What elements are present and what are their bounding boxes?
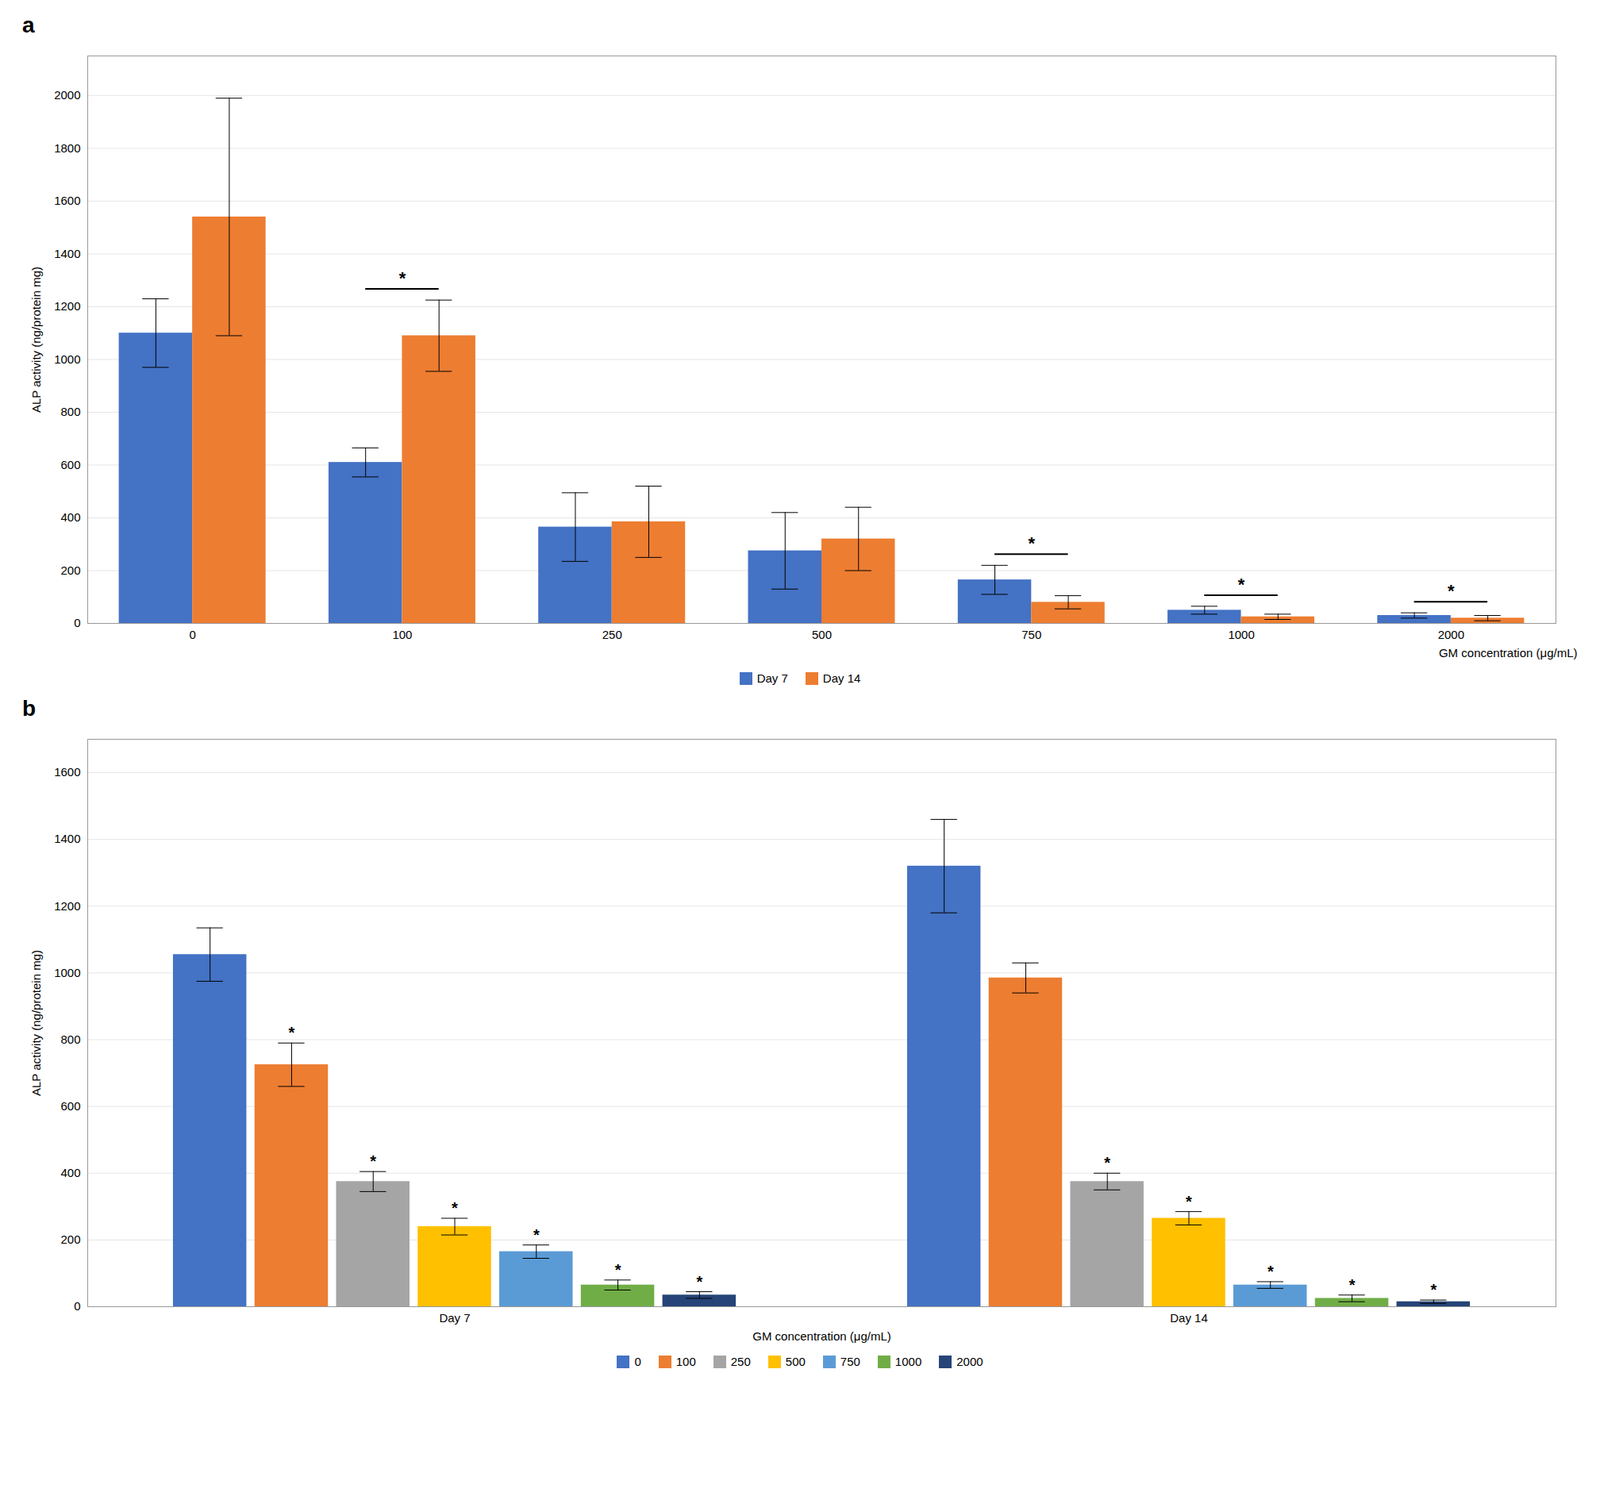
svg-text:200: 200 — [60, 1232, 81, 1247]
svg-text:400: 400 — [60, 510, 81, 524]
svg-text:0: 0 — [188, 627, 196, 642]
svg-text:Day 7: Day 7 — [438, 1311, 470, 1325]
svg-text:*: * — [696, 1273, 703, 1291]
html-text:Day 7: Day 7 — [756, 671, 788, 685]
svg-text:2000: 2000 — [1438, 627, 1465, 642]
html-text:b: b — [22, 696, 36, 721]
svg-text:1600: 1600 — [53, 765, 81, 779]
svg-text:*: * — [288, 1023, 296, 1042]
svg-text:500: 500 — [811, 627, 832, 642]
svg-text:*: * — [1238, 574, 1246, 595]
svg-text:0: 0 — [73, 615, 81, 630]
html-text:0: 0 — [634, 1354, 642, 1369]
svg-text:*: * — [451, 1199, 458, 1217]
svg-text:1800: 1800 — [53, 141, 81, 155]
html-text:1000: 1000 — [895, 1354, 922, 1369]
svg-text:200: 200 — [60, 563, 81, 577]
svg-text:*: * — [1447, 580, 1455, 601]
svg-text:400: 400 — [60, 1165, 81, 1180]
html-text:2000: 2000 — [956, 1354, 984, 1369]
svg-text:1400: 1400 — [53, 831, 81, 846]
svg-text:*: * — [399, 268, 407, 289]
svg-text:GM concentration (μg/mL): GM concentration (μg/mL) — [752, 1329, 892, 1343]
html-text:Day 14: Day 14 — [822, 671, 861, 685]
svg-text:800: 800 — [60, 404, 81, 419]
svg-text:750: 750 — [1021, 627, 1042, 642]
svg-text:2000: 2000 — [53, 88, 81, 102]
svg-text:1000: 1000 — [1227, 627, 1254, 642]
svg-text:GM concentration (μg/mL): GM concentration (μg/mL) — [1438, 646, 1578, 660]
html-text:100: 100 — [675, 1354, 696, 1369]
svg-text:*: * — [1430, 1280, 1437, 1299]
svg-text:1600: 1600 — [53, 193, 81, 208]
svg-text:ALP activity (ng/protein mg): ALP activity (ng/protein mg) — [29, 266, 43, 413]
svg-text:*: * — [369, 1152, 377, 1170]
svg-text:*: * — [615, 1261, 622, 1279]
html-text:750: 750 — [840, 1354, 861, 1369]
svg-text:1400: 1400 — [53, 246, 81, 261]
svg-text:600: 600 — [60, 1099, 81, 1113]
html-text:250: 250 — [730, 1354, 751, 1369]
svg-text:800: 800 — [60, 1032, 81, 1047]
svg-text:*: * — [1028, 533, 1036, 554]
svg-text:0: 0 — [73, 1299, 81, 1313]
svg-text:*: * — [1103, 1153, 1111, 1172]
html-text:500: 500 — [785, 1354, 806, 1369]
svg-text:*: * — [1185, 1192, 1193, 1211]
svg-text:1000: 1000 — [53, 352, 81, 366]
svg-text:Day 14: Day 14 — [1169, 1311, 1208, 1325]
svg-text:1000: 1000 — [53, 965, 81, 980]
svg-text:600: 600 — [60, 457, 81, 472]
svg-text:100: 100 — [392, 627, 412, 642]
svg-text:1200: 1200 — [53, 899, 81, 913]
svg-text:250: 250 — [602, 627, 623, 642]
svg-text:*: * — [1267, 1262, 1274, 1281]
svg-text:ALP activity (ng/protein mg): ALP activity (ng/protein mg) — [29, 950, 43, 1097]
html-text:a: a — [22, 12, 35, 38]
svg-text:1200: 1200 — [53, 299, 81, 313]
svg-text:*: * — [533, 1226, 540, 1244]
svg-text:*: * — [1349, 1276, 1356, 1294]
